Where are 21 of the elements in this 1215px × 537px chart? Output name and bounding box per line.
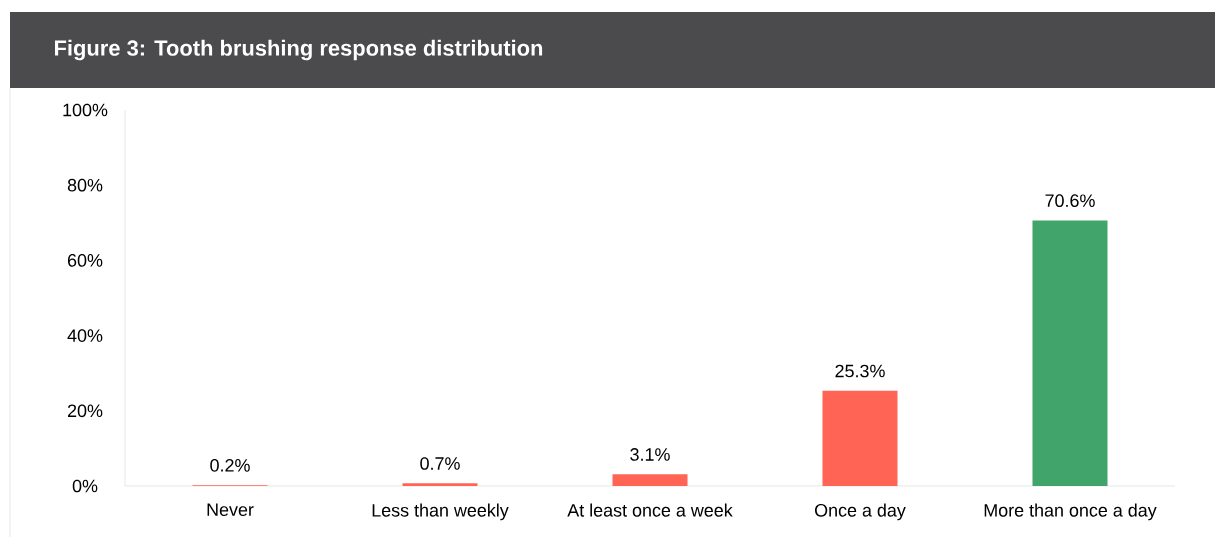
data-label: 0.7% (420, 457, 460, 470)
chart-title: Figure 3: Tooth brushing response distribution (55, 39, 543, 61)
bar (822, 390, 898, 486)
bar (402, 483, 478, 486)
x-tick-label: Once a day (814, 503, 906, 521)
x-tick-label: At least once a week (567, 503, 733, 517)
y-tick-label: 80% (67, 178, 103, 192)
y-tick-label: 0% (72, 479, 98, 493)
bar (612, 474, 688, 486)
y-tick-label: 60% (67, 253, 103, 267)
bar (1032, 220, 1108, 486)
y-tick-label: 20% (67, 404, 103, 418)
y-tick-label: 100% (63, 103, 108, 117)
data-label: 25.3% (835, 364, 885, 378)
x-tick-label: Less than weekly (372, 503, 509, 521)
y-tick-label: 40% (67, 329, 103, 342)
x-tick-label: More than once a day (984, 503, 1157, 521)
data-label: 0.2% (210, 458, 250, 472)
x-tick-label: Never (207, 503, 254, 516)
data-label: 3.1% (630, 448, 670, 461)
data-label: 70.6% (1045, 194, 1095, 207)
